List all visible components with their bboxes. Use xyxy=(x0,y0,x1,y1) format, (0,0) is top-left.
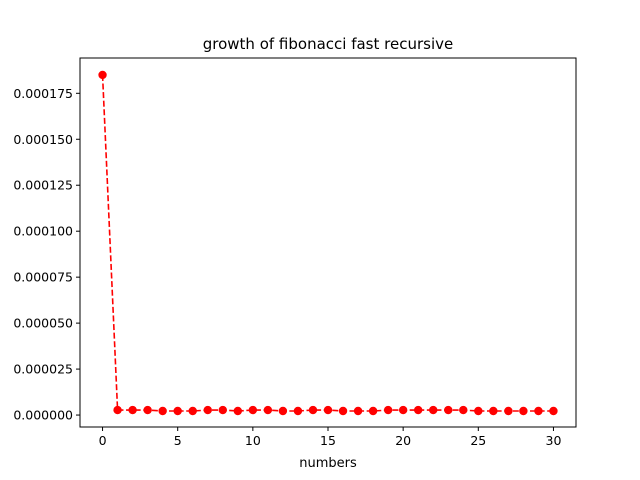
y-tick-label: 0.000000 xyxy=(13,408,73,423)
y-tick-label: 0.000175 xyxy=(13,86,73,101)
x-tick-label: 5 xyxy=(174,433,182,448)
data-point xyxy=(203,405,212,415)
x-tick-label: 0 xyxy=(99,433,107,448)
data-point xyxy=(173,406,182,416)
data-point xyxy=(338,406,348,416)
data-point xyxy=(248,405,258,415)
chart-title: growth of fibonacci fast recursive xyxy=(203,35,453,53)
y-tick-label: 0.000150 xyxy=(13,132,73,147)
data-point xyxy=(383,405,393,415)
data-point xyxy=(504,406,513,416)
plot-frame xyxy=(79,57,577,428)
data-point xyxy=(534,406,543,416)
y-tick-label: 0.000125 xyxy=(13,178,73,193)
data-point xyxy=(278,406,288,416)
data-point xyxy=(113,405,122,415)
data-point xyxy=(398,405,408,415)
data-point xyxy=(143,405,152,415)
data-point xyxy=(308,405,318,415)
data-point xyxy=(519,406,528,416)
data-point xyxy=(429,405,438,415)
data-point xyxy=(233,406,243,416)
y-tick-label: 0.000025 xyxy=(13,362,73,377)
y-tick-label: 0.000075 xyxy=(13,270,73,285)
y-tick-label: 0.000100 xyxy=(13,224,73,239)
x-tick-label: 15 xyxy=(320,433,336,448)
data-point xyxy=(98,70,107,80)
x-tick-label: 20 xyxy=(395,433,411,448)
data-point xyxy=(263,405,273,415)
series-line xyxy=(101,74,554,412)
x-tick-label: 25 xyxy=(470,433,486,448)
data-point xyxy=(218,405,227,415)
data-point xyxy=(158,406,167,416)
x-axis-label: numbers xyxy=(299,456,357,471)
data-point xyxy=(368,406,378,416)
x-tick-label: 10 xyxy=(245,433,261,448)
plot-area xyxy=(98,70,558,416)
x-axis: 0 5 10 15 20 25 30 xyxy=(99,427,562,448)
data-point xyxy=(293,406,303,416)
data-point xyxy=(128,405,137,415)
data-point xyxy=(474,406,483,416)
y-tick-label: 0.000050 xyxy=(13,316,73,331)
y-axis: 0.000000 0.000025 0.000050 0.000075 0.000100… xyxy=(13,86,80,423)
data-point xyxy=(489,406,498,416)
data-point xyxy=(413,405,423,415)
data-point xyxy=(444,405,453,415)
data-point xyxy=(459,405,468,415)
data-point xyxy=(353,406,363,416)
data-point xyxy=(549,406,558,416)
x-tick-label: 30 xyxy=(546,433,562,448)
data-point xyxy=(188,406,197,416)
data-point xyxy=(323,405,333,415)
